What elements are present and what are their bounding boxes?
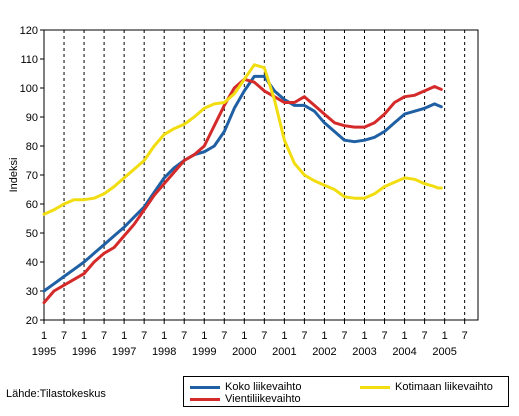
series-line-3 xyxy=(42,63,443,216)
plot-area xyxy=(43,29,479,321)
x-tick-label: 1 xyxy=(442,330,448,342)
x-tick-label: 1 xyxy=(201,330,207,342)
legend-swatch-koko xyxy=(190,385,220,389)
x-year-label: 1995 xyxy=(32,346,56,358)
series-line-2 xyxy=(42,77,443,305)
x-tick-label: 1 xyxy=(402,330,408,342)
x-tick-label: 7 xyxy=(141,330,147,342)
x-tick-label: 7 xyxy=(181,330,187,342)
y-tick-label: 110 xyxy=(20,54,38,66)
y-axis-label: Indeksi xyxy=(8,158,20,193)
x-tick-label: 1 xyxy=(241,330,247,342)
x-tick-label: 1 xyxy=(161,330,167,342)
x-year-label: 2000 xyxy=(232,346,256,358)
x-tick-label: 7 xyxy=(61,330,67,342)
x-tick-label: 7 xyxy=(381,330,387,342)
x-tick-label: 1 xyxy=(121,330,127,342)
x-axis: 1 7 1 7 1 7 1 7 1 7 1 7 1 7 1 7 1 7 1 7 1 7 1995 1996 1997 1998 19… xyxy=(32,320,468,358)
x-year-label: 1998 xyxy=(152,346,176,358)
legend: Koko liikevaihto Vientiliikevaihto Kotim… xyxy=(183,376,509,407)
x-tick-label: 7 xyxy=(462,330,468,342)
x-year-label: 2003 xyxy=(352,346,376,358)
x-tick-label: 7 xyxy=(101,330,107,342)
y-tick-label: 30 xyxy=(26,286,38,298)
source-note: Lähde:Tilastokeskus xyxy=(6,388,106,400)
legend-label-vienti: Vientiliikevaihto xyxy=(225,393,301,405)
y-tick-label: 120 xyxy=(20,25,38,37)
x-year-label: 2004 xyxy=(392,346,416,358)
x-year-label: 1997 xyxy=(112,346,136,358)
x-year-label: 1996 xyxy=(72,346,96,358)
series-line-1 xyxy=(42,74,443,293)
y-tick-label: 90 xyxy=(26,112,38,124)
y-axis: 20 30 40 50 60 70 80 90 100 110 120 xyxy=(20,25,44,327)
x-tick-label: 1 xyxy=(81,330,87,342)
x-tick-label: 7 xyxy=(341,330,347,342)
y-tick-label: 70 xyxy=(26,170,38,182)
y-tick-label: 100 xyxy=(20,83,38,95)
x-tick-label: 1 xyxy=(281,330,287,342)
x-tick-label: 7 xyxy=(261,330,267,342)
legend-swatch-kotimaan xyxy=(360,385,390,389)
x-tick-label: 1 xyxy=(41,330,47,342)
y-tick-label: 80 xyxy=(26,141,38,153)
y-tick-label: 40 xyxy=(26,257,38,269)
x-year-label: 1999 xyxy=(192,346,216,358)
x-tick-label: 1 xyxy=(321,330,327,342)
x-tick-label: 1 xyxy=(361,330,367,342)
x-year-label: 2002 xyxy=(312,346,336,358)
x-tick-label: 7 xyxy=(301,330,307,342)
y-tick-label: 20 xyxy=(26,315,38,327)
y-tick-label: 60 xyxy=(26,199,38,211)
legend-label-koko: Koko liikevaihto xyxy=(225,381,302,393)
series-lines xyxy=(42,63,443,305)
x-tick-label: 7 xyxy=(221,330,227,342)
grid-lines xyxy=(63,30,466,320)
legend-item-kotimaan: Kotimaan liikevaihto xyxy=(360,381,493,393)
x-year-label: 2005 xyxy=(432,346,456,358)
x-year-label: 2001 xyxy=(272,346,296,358)
x-tick-label: 7 xyxy=(422,330,428,342)
y-tick-label: 50 xyxy=(26,228,38,240)
legend-swatch-vienti xyxy=(190,397,220,401)
legend-label-kotimaan: Kotimaan liikevaihto xyxy=(395,381,493,393)
legend-item-vienti: Vientiliikevaihto xyxy=(190,393,301,405)
legend-item-koko: Koko liikevaihto xyxy=(190,381,301,393)
